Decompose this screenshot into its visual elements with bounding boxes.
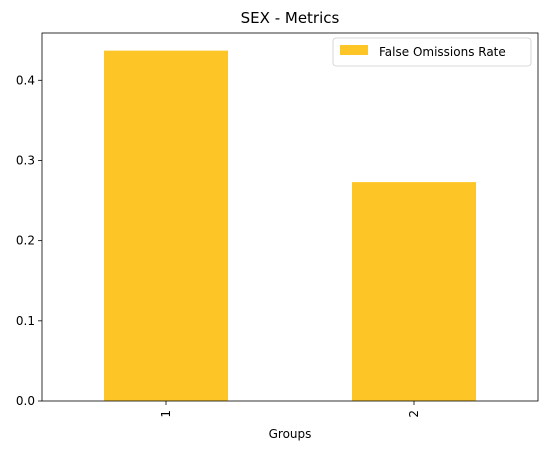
y-tick-label-1: 0.1 — [16, 314, 35, 328]
y-tick-label-4: 0.4 — [16, 73, 35, 87]
bar-1 — [104, 50, 228, 402]
axes-frame — [41, 32, 539, 402]
x-tick-label-2: 2 — [407, 410, 421, 418]
bar-2 — [352, 182, 476, 401]
y-tick-label-2: 0.2 — [16, 234, 35, 248]
plot-area: 1 2 0.0 0.1 0.2 0.3 0.4 False Omissions Rate — [16, 32, 539, 418]
legend: False Omissions Rate — [332, 37, 532, 67]
legend-swatch — [340, 45, 368, 55]
y-tick-label-0: 0.0 — [16, 394, 35, 408]
x-tick-label-1: 1 — [159, 410, 173, 418]
x-axis-label: Groups — [269, 427, 312, 441]
y-tick-label-3: 0.3 — [16, 153, 35, 167]
legend-label: False Omissions Rate — [379, 45, 506, 59]
chart-title: SEX - Metrics — [241, 9, 340, 27]
legend-box — [332, 37, 532, 67]
